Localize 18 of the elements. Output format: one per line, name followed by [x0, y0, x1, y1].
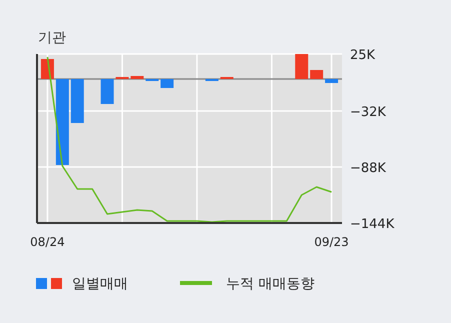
legend-label: 누적 매매동향 [226, 276, 314, 292]
bar [310, 70, 324, 79]
legend-label: 일별매매 [72, 276, 128, 292]
y-tick-label: −144K [350, 217, 395, 232]
y-tick-label: −32K [350, 105, 386, 120]
chart-title: 기관 [38, 30, 66, 46]
bar [325, 79, 338, 83]
y-tick-label: 25K [350, 48, 376, 63]
x-tick-label: 08/24 [30, 235, 65, 249]
bar [100, 79, 114, 104]
bar [56, 79, 69, 165]
bar [70, 79, 84, 123]
bar [160, 79, 174, 88]
bar [295, 54, 308, 79]
y-tick-label: −88K [350, 161, 386, 176]
bar [130, 76, 144, 79]
x-tick-label: 09/23 [314, 235, 349, 249]
line-series [46, 56, 332, 223]
